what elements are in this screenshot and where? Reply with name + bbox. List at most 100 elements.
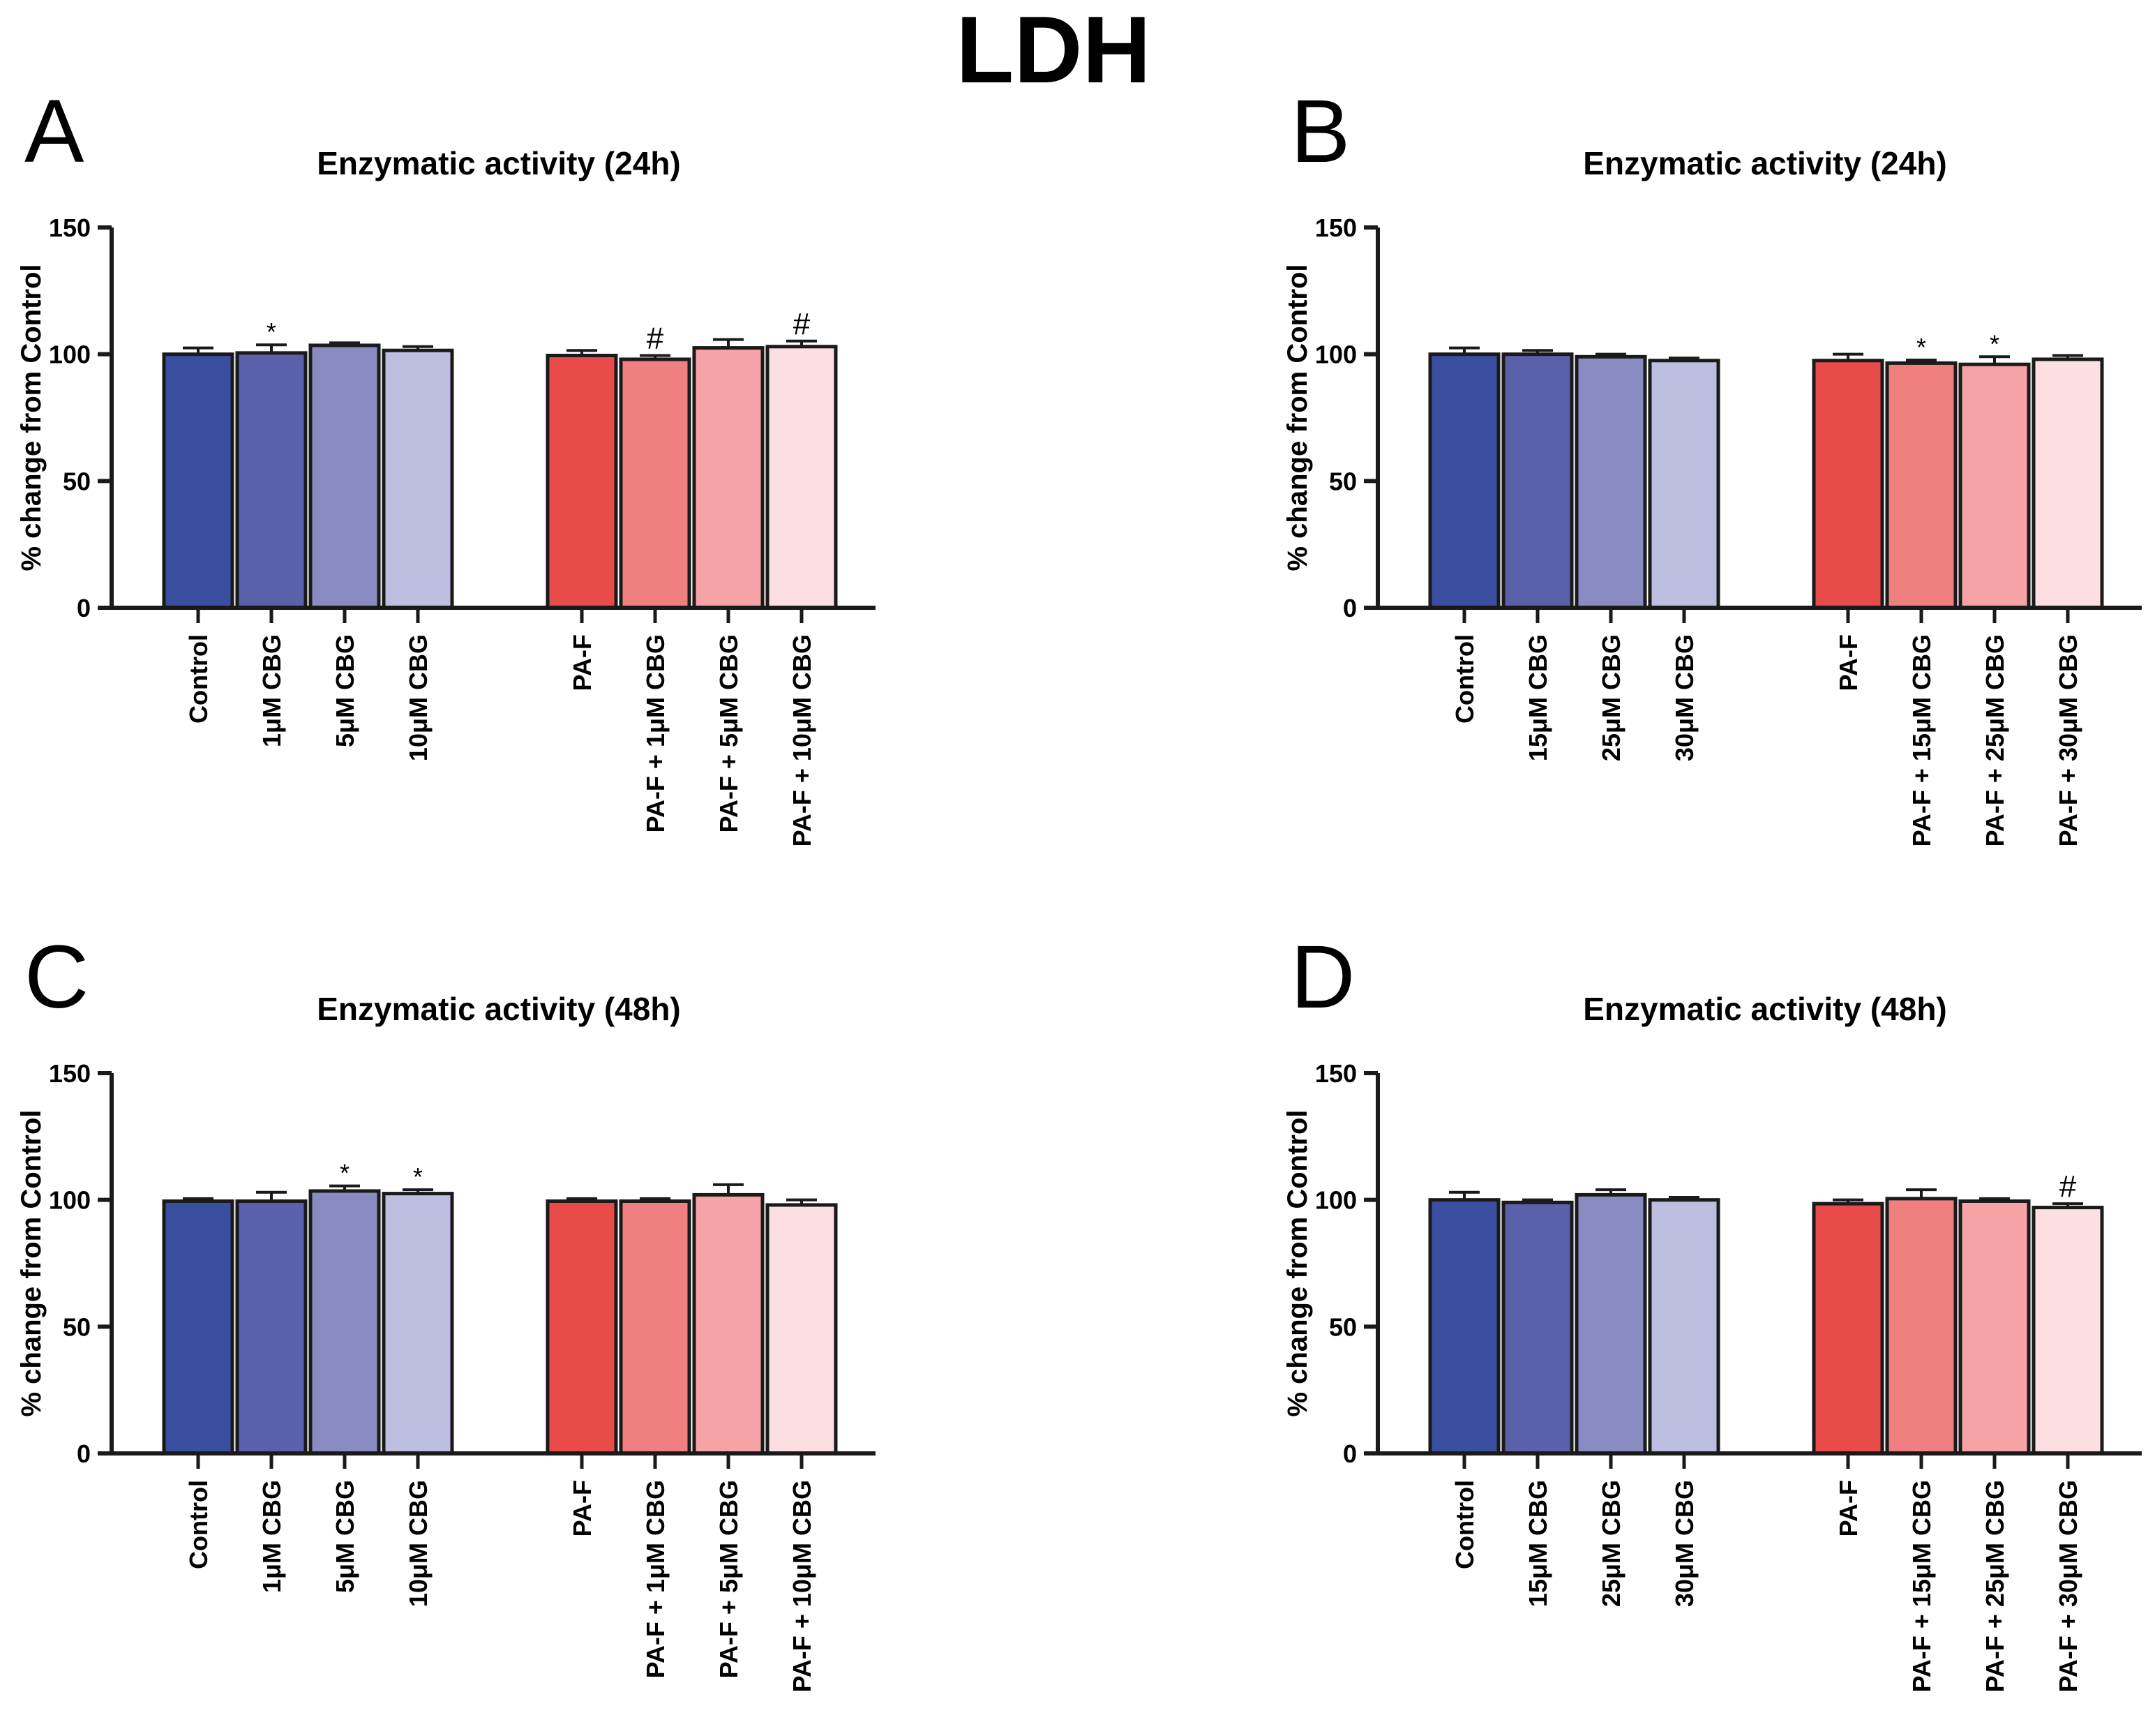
bar: [235, 351, 308, 610]
x-tick-label: PA-F + 15μM CBG: [1907, 1480, 1936, 1692]
x-tick-label: 15μM CBG: [1524, 634, 1552, 761]
x-tick-label: PA-F + 15μM CBG: [1907, 634, 1936, 846]
bar: [1575, 354, 1647, 610]
x-tick-label: 10μM CBG: [404, 634, 433, 761]
y-tick-label: 0: [1343, 1439, 1357, 1468]
y-axis-label: % change from Control: [16, 1109, 47, 1416]
x-tick-label: 10μM CBG: [404, 1480, 433, 1607]
x-tick-label: 1μM CBG: [257, 634, 286, 747]
bar: [235, 1199, 308, 1456]
x-tick-label: 1μM CBG: [257, 1480, 286, 1593]
x-tick-label: PA-F + 30μM CBG: [2054, 634, 2082, 846]
x-tick-label: PA-F: [568, 634, 596, 691]
x-tick-label: PA-F + 1μM CBG: [641, 634, 670, 832]
x-tick-label: PA-F + 1μM CBG: [641, 1480, 670, 1678]
x-tick-label: 30μM CBG: [1670, 1480, 1699, 1607]
bar: [2032, 357, 2104, 610]
bar: [1958, 362, 2031, 610]
chart-title: Enzymatic activity (48h): [1583, 991, 1947, 1027]
x-tick-label: 5μM CBG: [331, 634, 359, 747]
y-tick-label: 0: [77, 594, 91, 622]
bar: [692, 1192, 765, 1456]
chart-panel-a: A Enzymatic activity (24h) % change from C…: [16, 82, 876, 846]
bar: [619, 357, 691, 610]
bar: [308, 343, 381, 610]
bar: [765, 345, 838, 610]
significance-marker: *: [266, 317, 276, 346]
y-tick-label: 100: [49, 1186, 91, 1215]
y-tick-label: 0: [77, 1439, 91, 1468]
y-axis-label: % change from Control: [1282, 1109, 1313, 1416]
bar: [2032, 1206, 2104, 1456]
y-tick-label: 0: [1343, 594, 1357, 622]
y-axis-label: % change from Control: [1282, 264, 1313, 571]
y-tick-label: 150: [1315, 214, 1357, 242]
x-tick-label: 30μM CBG: [1670, 634, 1699, 761]
x-tick-label: PA-F: [568, 1480, 596, 1536]
x-tick-label: Control: [184, 1480, 213, 1569]
significance-marker: *: [1916, 333, 1926, 361]
charts-container: A Enzymatic activity (24h) % change from C…: [16, 82, 2142, 1692]
y-tick-label: 50: [63, 467, 91, 495]
y-tick-label: 100: [1315, 341, 1357, 369]
bar: [546, 353, 618, 610]
bar: [1501, 352, 1574, 610]
x-tick-label: PA-F + 5μM CBG: [714, 1480, 743, 1678]
bar: [162, 1199, 234, 1456]
x-tick-label: PA-F + 10μM CBG: [788, 1480, 816, 1692]
significance-marker: *: [1990, 329, 1999, 358]
chart-panel-c: C Enzymatic activity (48h) % change from C…: [16, 927, 876, 1692]
y-tick-label: 50: [1329, 467, 1357, 495]
chart-title: Enzymatic activity (24h): [1583, 145, 1947, 181]
x-tick-label: Control: [1450, 1480, 1479, 1569]
bar: [382, 348, 454, 610]
x-tick-label: PA-F: [1834, 1480, 1863, 1536]
bar: [1812, 1202, 1884, 1456]
bar: [1428, 352, 1501, 610]
bar: [1812, 359, 1884, 610]
y-tick-label: 100: [1315, 1186, 1357, 1215]
x-tick-label: PA-F + 30μM CBG: [2054, 1480, 2082, 1692]
bar: [1885, 1197, 1958, 1456]
panel-letter: C: [24, 927, 89, 1027]
chart-panel-d: D Enzymatic activity (48h) % change from C…: [1282, 927, 2142, 1692]
bar: [1501, 1200, 1574, 1456]
x-tick-label: PA-F + 5μM CBG: [714, 634, 743, 832]
bar: [765, 1203, 838, 1456]
bar: [619, 1199, 691, 1456]
bar: [382, 1192, 454, 1456]
x-tick-label: 5μM CBG: [331, 1480, 359, 1593]
x-tick-label: Control: [184, 634, 213, 724]
x-tick-label: PA-F + 25μM CBG: [1981, 634, 2009, 846]
chart-title: Enzymatic activity (48h): [317, 991, 681, 1027]
y-tick-label: 50: [1329, 1312, 1357, 1341]
panel-letter: B: [1291, 82, 1350, 181]
y-tick-label: 50: [63, 1312, 91, 1341]
panel-letter: D: [1291, 927, 1355, 1027]
chart-panel-b: B Enzymatic activity (24h) % change from C…: [1282, 82, 2142, 846]
x-tick-label: 25μM CBG: [1597, 634, 1625, 761]
significance-marker: #: [2059, 1169, 2077, 1204]
bar: [1648, 1198, 1720, 1456]
figure-title: LDH: [956, 0, 1151, 103]
significance-marker: #: [793, 307, 811, 341]
x-tick-label: PA-F + 25μM CBG: [1981, 1480, 2009, 1692]
y-tick-label: 100: [49, 341, 91, 369]
bar: [692, 346, 765, 610]
panel-letter: A: [24, 82, 84, 181]
significance-marker: #: [647, 321, 664, 355]
y-tick-label: 150: [1315, 1059, 1357, 1088]
x-tick-label: PA-F + 10μM CBG: [788, 634, 816, 846]
y-tick-label: 150: [49, 214, 91, 242]
y-axis-label: % change from Control: [16, 264, 47, 571]
significance-marker: *: [413, 1162, 423, 1191]
bar: [1428, 1198, 1501, 1456]
bar: [162, 352, 234, 610]
bar: [1575, 1192, 1647, 1456]
x-tick-label: 15μM CBG: [1524, 1480, 1552, 1607]
bar: [308, 1189, 381, 1456]
bar: [1958, 1199, 2031, 1456]
chart-title: Enzymatic activity (24h): [317, 145, 681, 181]
y-tick-label: 150: [49, 1059, 91, 1088]
